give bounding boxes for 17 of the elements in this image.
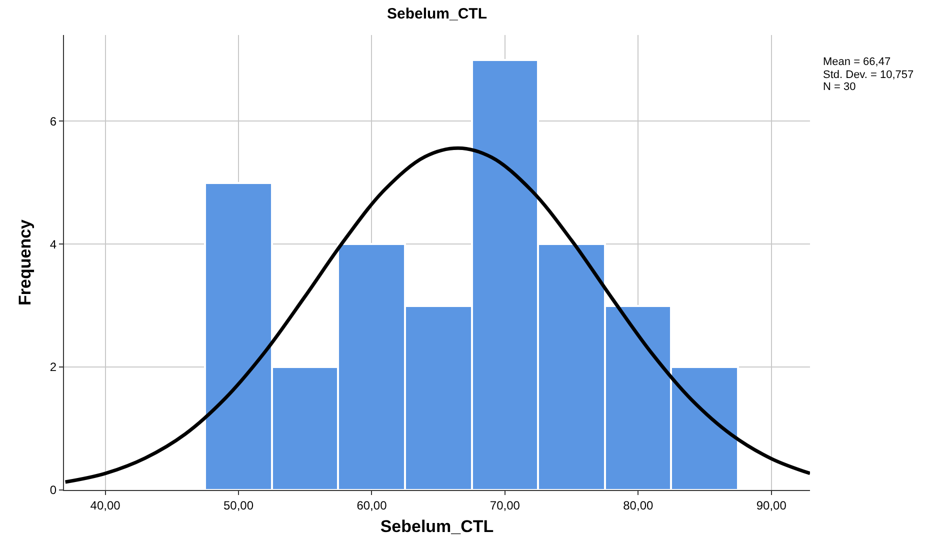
y-tick-label: 2: [50, 360, 57, 374]
chart-title: Sebelum_CTL: [386, 6, 488, 23]
text: Std. Dev. = 10,757: [823, 69, 914, 81]
y-tick-label: 4: [50, 237, 57, 252]
y-tick-label: 6: [50, 114, 57, 128]
x-tick-label: 90,00: [756, 498, 787, 512]
x-tick-label: 60,00: [356, 498, 388, 512]
x-tick-label: 80,00: [623, 498, 654, 512]
x-tick-label: 70,00: [490, 498, 520, 512]
text: N = 30: [823, 81, 856, 93]
y-tick-label: 0: [50, 483, 57, 498]
text: Mean = 66,47: [823, 56, 891, 68]
x-axis-title: Sebelum_CTL: [380, 516, 494, 536]
x-tick-label: 40,00: [90, 498, 121, 512]
y-axis-title: Frequency: [15, 218, 34, 306]
line-series: [64, 146, 810, 484]
x-tick-label: 50,00: [223, 498, 254, 512]
